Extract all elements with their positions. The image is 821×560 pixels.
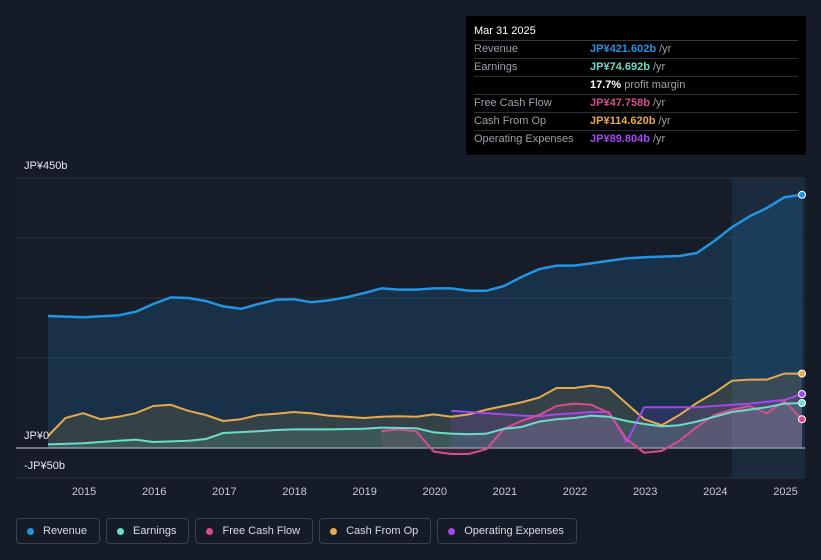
series-end-marker-earnings: [798, 399, 806, 407]
x-tick-label: 2024: [703, 486, 727, 498]
tooltip-unit: profit margin: [624, 79, 686, 91]
tooltip-unit: /yr: [652, 133, 666, 145]
x-tick-label: 2016: [142, 486, 166, 498]
forecast-shade: [731, 178, 805, 478]
legend-item-operating-expenses[interactable]: Operating Expenses: [437, 518, 577, 544]
series-end-marker-cash-from-op: [798, 369, 806, 378]
legend-item-earnings[interactable]: Earnings: [106, 518, 190, 544]
series-end-marker-free-cash-flow: [798, 415, 806, 424]
chart-legend: Revenue Earnings Free Cash Flow Cash Fro…: [16, 518, 577, 544]
legend-dot-icon: [27, 527, 34, 535]
series-line-earnings: [47, 402, 803, 446]
y-tick-label-zero: JP¥0: [24, 430, 50, 442]
series-area-free-cash-flow: [381, 401, 802, 454]
series-line-operating-expenses: [451, 393, 803, 443]
series-line-revenue: [47, 193, 803, 319]
legend-item-revenue[interactable]: Revenue: [16, 518, 101, 544]
series-area-revenue: [48, 194, 802, 448]
tooltip-unit: /yr: [652, 61, 666, 73]
legend-label: Free Cash Flow: [222, 525, 301, 537]
tooltip-row-cash-from-op: Cash From Op JP¥114.620b /yr: [474, 113, 798, 131]
tooltip-label: Cash From Op: [474, 115, 547, 127]
tooltip-unit: /yr: [659, 43, 672, 55]
x-tick-label: 2015: [72, 486, 96, 498]
legend-label: Operating Expenses: [464, 525, 564, 537]
x-tick-label: 2021: [493, 486, 517, 498]
tooltip-date: Mar 31 2025: [474, 23, 798, 41]
tooltip-label: Free Cash Flow: [474, 97, 552, 109]
legend-label: Revenue: [43, 525, 88, 537]
tooltip-row-free-cash-flow: Free Cash Flow JP¥47.758b /yr: [474, 95, 798, 113]
series-line-free-cash-flow: [381, 400, 803, 455]
series-end-marker-revenue: [798, 190, 806, 199]
tooltip-unit: /yr: [652, 97, 666, 109]
x-tick-label: 2018: [282, 486, 306, 498]
tooltip-value: JP¥421.602b: [590, 43, 657, 55]
tooltip-value: JP¥47.758b: [590, 97, 650, 109]
x-tick-label: 2020: [423, 486, 447, 498]
series-area-earnings: [48, 403, 802, 448]
y-tick-label-bottom: -JP¥50b: [24, 460, 65, 472]
tooltip-value: JP¥114.620b: [590, 115, 656, 127]
tooltip-unit: /yr: [658, 115, 671, 127]
x-tick-label: 2025: [773, 486, 797, 498]
legend-item-free-cash-flow[interactable]: Free Cash Flow: [195, 518, 314, 544]
tooltip-row-revenue: Revenue JP¥421.602b /yr: [474, 41, 798, 59]
legend-dot-icon: [448, 527, 456, 535]
x-tick-label: 2022: [563, 486, 587, 498]
series-area-operating-expenses: [451, 394, 802, 448]
x-tick-label: 2019: [352, 486, 376, 498]
legend-item-cash-from-op[interactable]: Cash From Op: [319, 518, 432, 544]
tooltip-label: [474, 77, 590, 94]
legend-label: Cash From Op: [346, 525, 419, 537]
legend-dot-icon: [330, 527, 338, 535]
tooltip-label: Operating Expenses: [474, 133, 574, 145]
x-tick-label: 2023: [633, 486, 657, 498]
legend-dot-icon: [206, 527, 214, 535]
legend-dot-icon: [117, 527, 125, 535]
tooltip-value: 17.7%: [590, 79, 622, 91]
x-tick-label: 2017: [212, 486, 236, 498]
series-end-marker-operating-expenses: [798, 390, 806, 398]
y-tick-label-top: JP¥450b: [24, 160, 68, 172]
tooltip-row-earnings: Earnings JP¥74.692b /yr: [474, 59, 798, 77]
tooltip-row-profit-margin: 17.7% profit margin: [474, 77, 798, 95]
tooltip-label: Revenue: [474, 43, 519, 55]
tooltip-row-operating-expenses: Operating Expenses JP¥89.804b /yr: [474, 131, 798, 148]
tooltip-value: JP¥74.692b: [590, 61, 650, 73]
legend-label: Earnings: [133, 525, 177, 537]
tooltip-value: JP¥89.804b: [590, 133, 650, 145]
tooltip-label: Earnings: [474, 61, 518, 73]
series-line-cash-from-op: [47, 372, 802, 437]
data-tooltip: Mar 31 2025 Revenue JP¥421.602b /yr Earn…: [466, 16, 806, 155]
